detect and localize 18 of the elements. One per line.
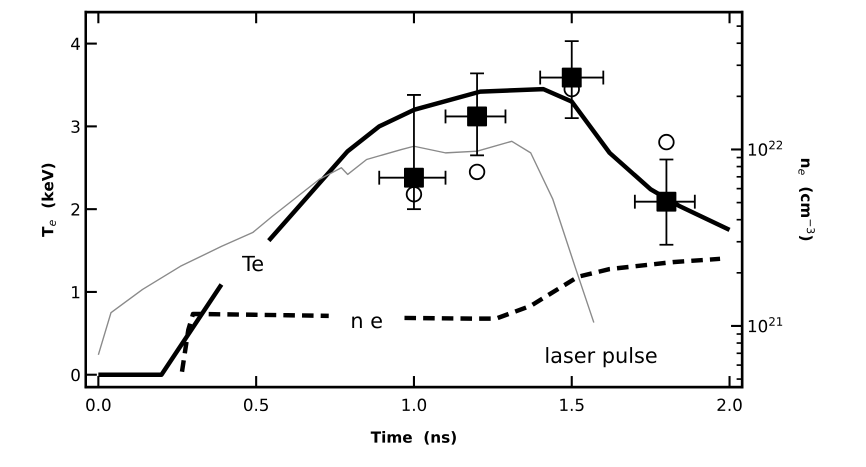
y2-tick-label: 10$^{22}$ <box>748 140 782 156</box>
y-tick-label: 3 <box>72 120 80 133</box>
text: n$_{e}$ (cm$^{−3}$) <box>798 158 815 240</box>
y-tick-label: 2 <box>71 203 80 216</box>
y-tick-label: 4 <box>71 38 80 50</box>
x-tick-label: 1.5 <box>560 398 584 412</box>
y-tick-label: 0 <box>71 368 80 382</box>
x-tick-label: 1.0 <box>402 398 426 412</box>
x-axis-title: Time (ns) <box>370 431 456 445</box>
annotation: Te <box>242 256 264 272</box>
x-tick-label: 0.5 <box>244 398 268 412</box>
x-tick-label: 0.0 <box>86 398 111 412</box>
annotation: laser pulse <box>546 347 657 368</box>
x-tick-label: 2.0 <box>718 398 742 412</box>
text: T$_{e}$ (keV) <box>42 164 56 237</box>
y-tick-label: 1 <box>72 286 80 298</box>
y2-tick-label: 10$^{21}$ <box>748 317 782 332</box>
annotation: n e <box>352 316 382 328</box>
